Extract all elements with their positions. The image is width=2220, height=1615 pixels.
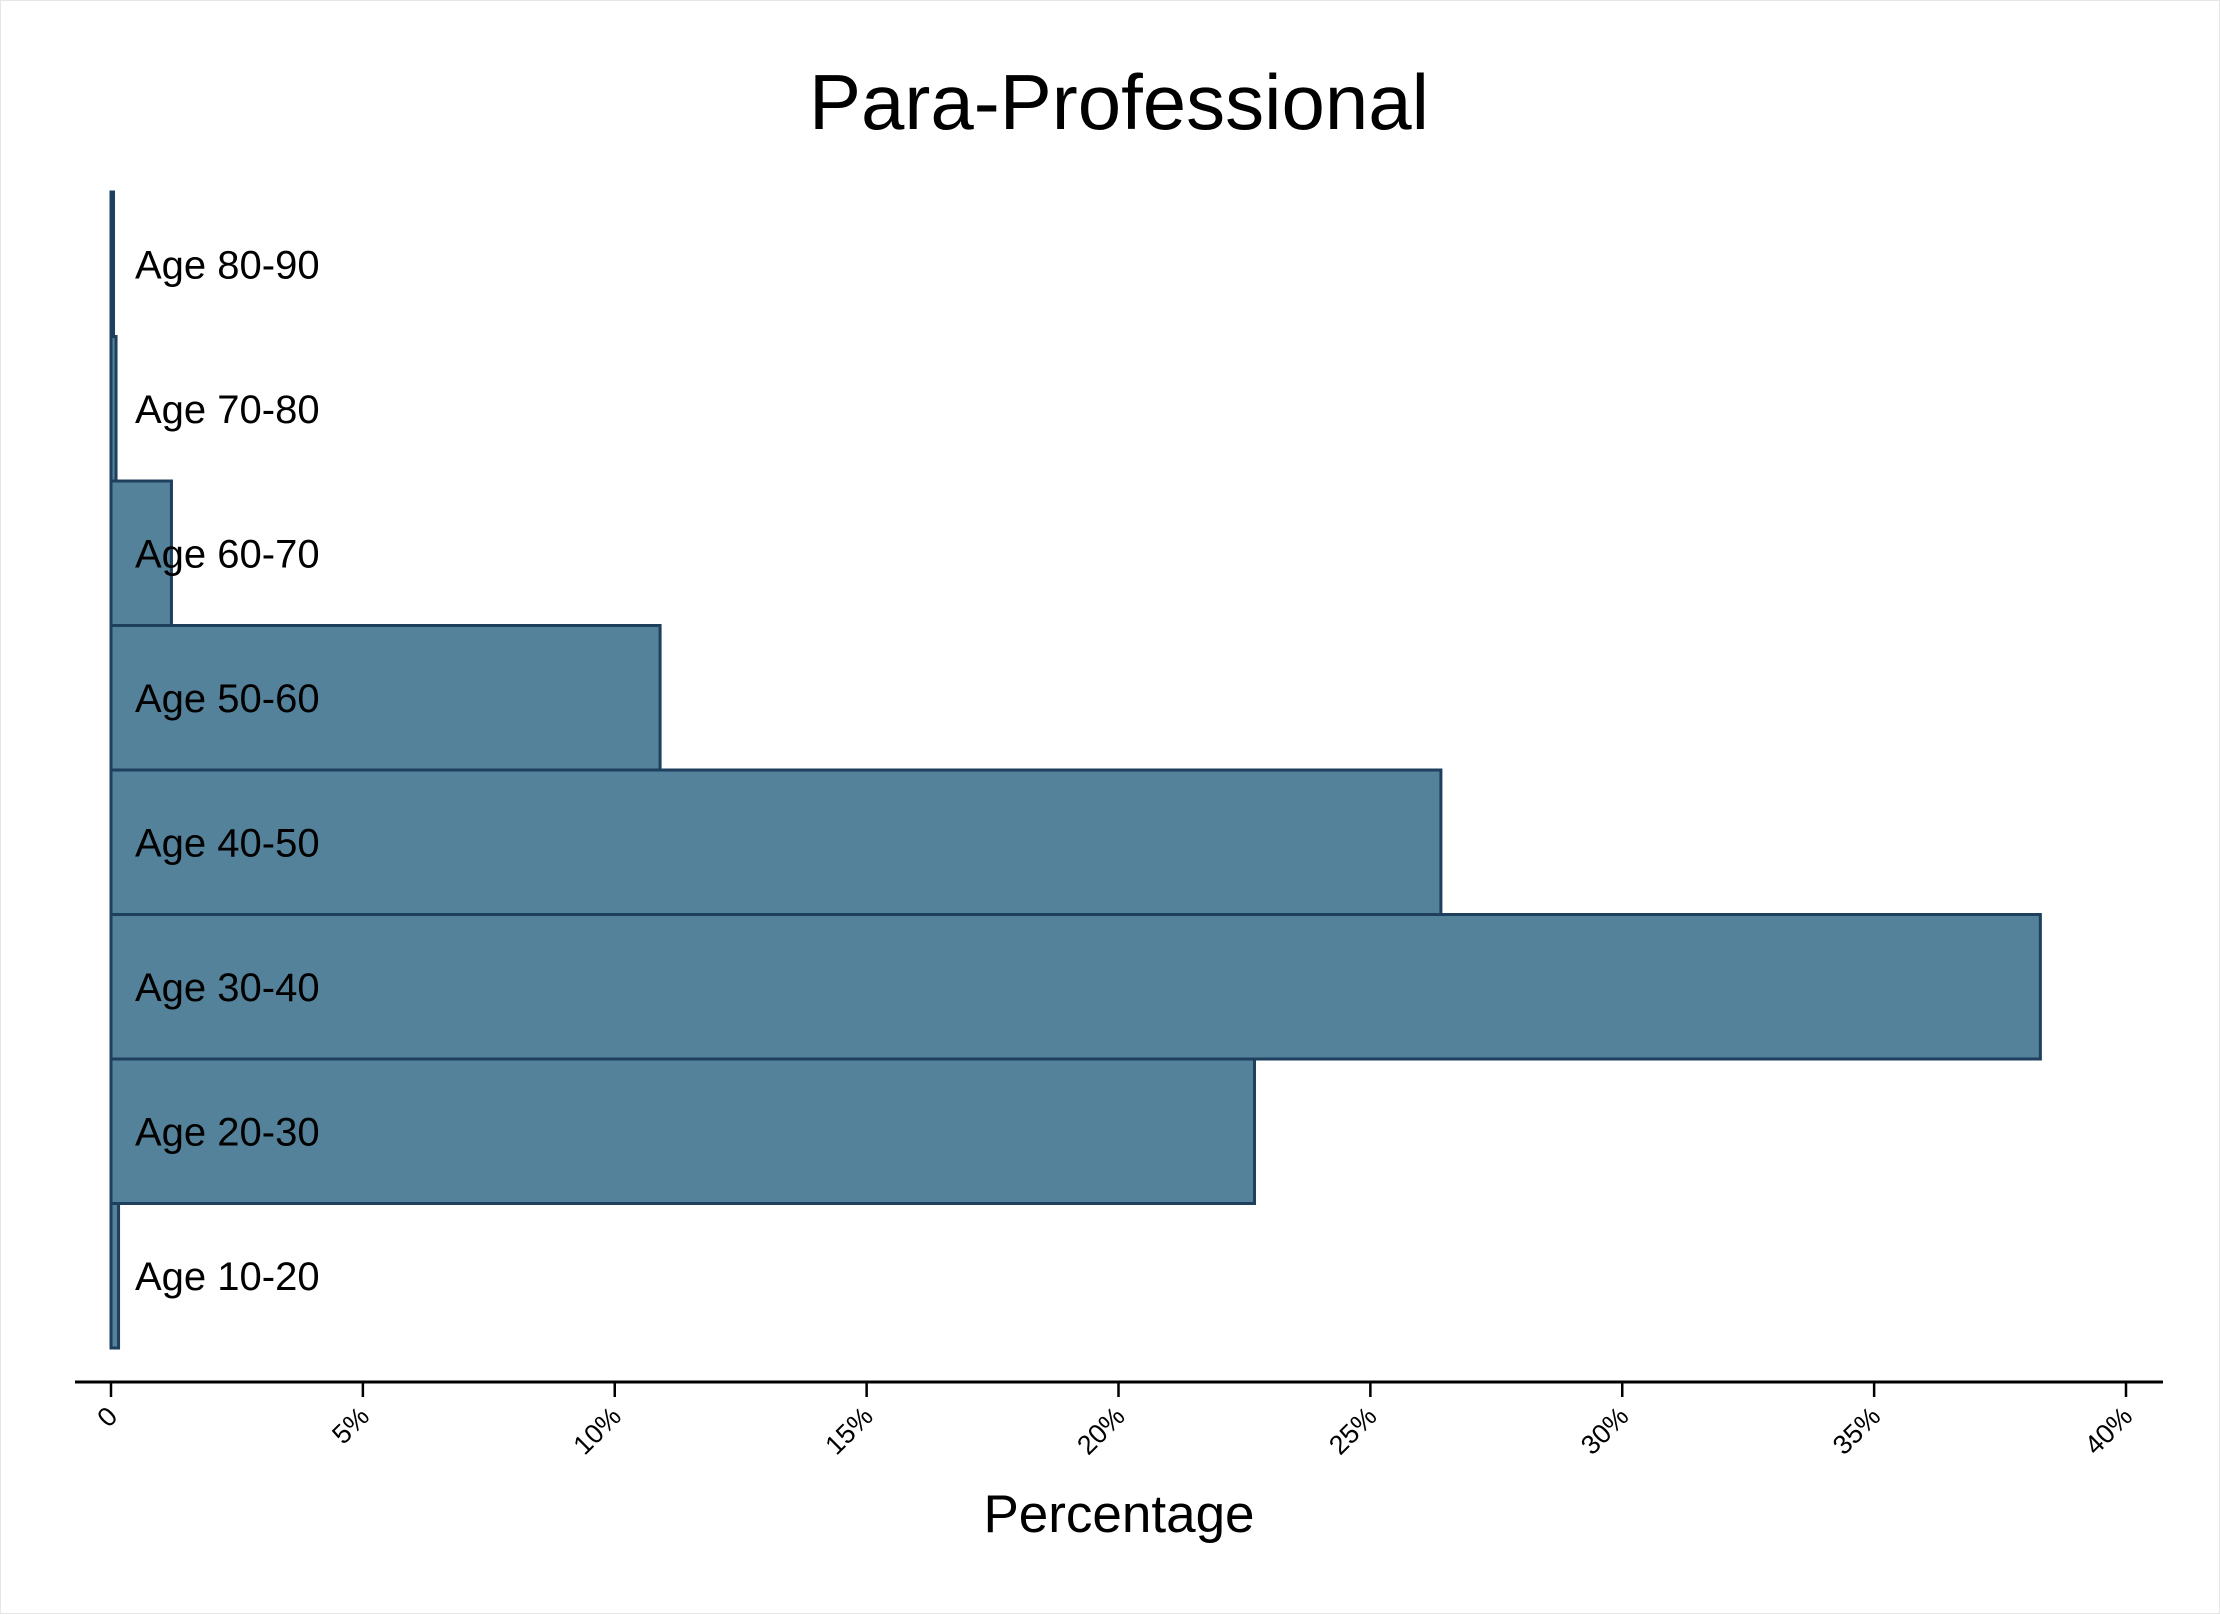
x-tick-label: 30% (1575, 1401, 1634, 1460)
bar-age-60-70 (109, 479, 173, 627)
chart-title: Para-Professional (809, 58, 1429, 146)
bars-group (109, 190, 2042, 1350)
bar-age-50-60 (109, 624, 662, 772)
bar-labels-group: Age 10-20 Age 20-30 Age 30-40 Age 40-50 Age … (135, 243, 320, 1299)
x-tick-label: 40% (2079, 1401, 2138, 1460)
x-tick-label: 10% (568, 1401, 627, 1460)
x-axis-title: Percentage (983, 1485, 1254, 1544)
bar-age-40-50 (109, 768, 1443, 916)
x-tick-label: 25% (1323, 1401, 1382, 1460)
bar-label: Age 20-30 (135, 1110, 320, 1154)
x-tick-label: 5% (326, 1401, 375, 1450)
bar-age-30-40 (109, 913, 2042, 1061)
bar-label: Age 80-90 (135, 243, 320, 287)
bar-label: Age 70-80 (135, 388, 320, 432)
bar-age-70-80 (109, 335, 118, 483)
bar-age-10-20 (109, 1202, 121, 1350)
bar-age-80-90 (109, 190, 116, 338)
bar-label: Age 40-50 (135, 821, 320, 865)
bar-label: Age 10-20 (135, 1255, 320, 1299)
bar-label: Age 50-60 (135, 677, 320, 721)
x-axis-ticks: 0 5% 10% 15% 20% 25% 30% 35% 40% (91, 1382, 2138, 1460)
bar-age-20-30 (109, 1057, 1257, 1205)
bar-label: Age 30-40 (135, 966, 320, 1010)
x-tick-label: 15% (819, 1401, 878, 1460)
x-tick-label: 35% (1827, 1401, 1886, 1460)
x-tick-label: 0 (91, 1401, 123, 1433)
x-tick-label: 20% (1071, 1401, 1130, 1460)
bar-label: Age 60-70 (135, 532, 320, 576)
